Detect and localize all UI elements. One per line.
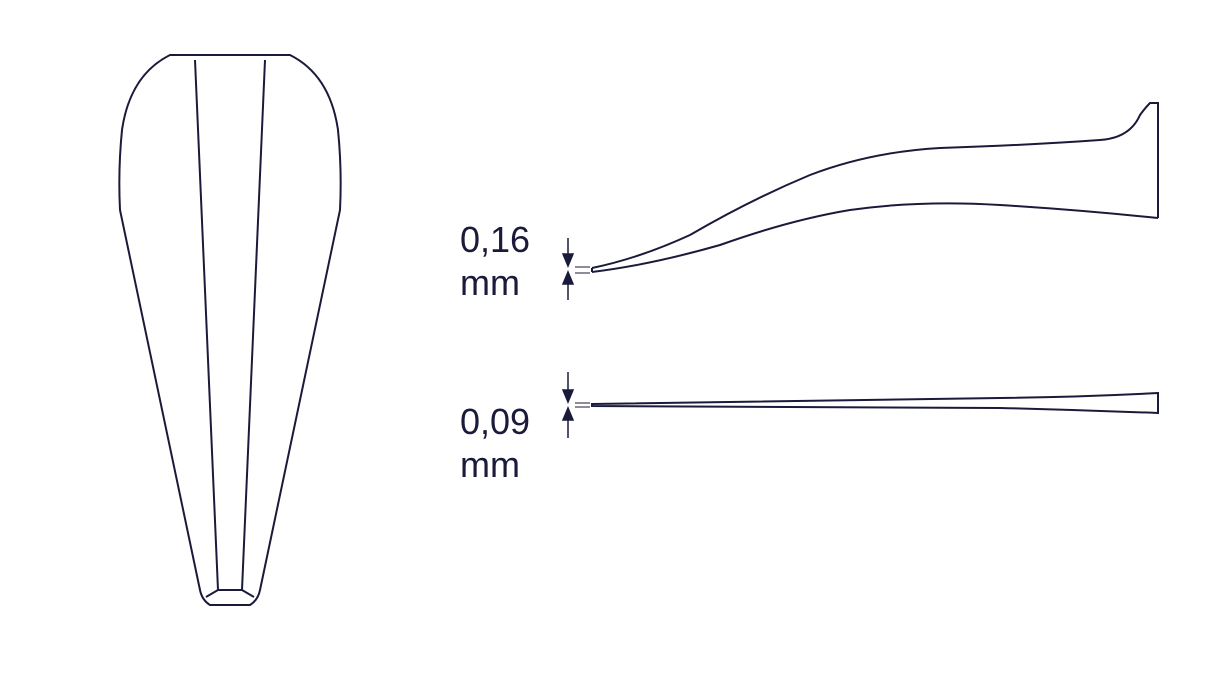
dimension-value-1: 0,16 bbox=[460, 218, 530, 261]
dimension-arrow-2 bbox=[0, 0, 1208, 680]
dimension-unit-2: mm bbox=[460, 443, 530, 486]
dimension-label-1: 0,16 mm bbox=[460, 218, 530, 304]
dimension-value-2: 0,09 bbox=[460, 400, 530, 443]
dimension-label-2: 0,09 mm bbox=[460, 400, 530, 486]
dimension-unit-1: mm bbox=[460, 261, 530, 304]
technical-diagram: 0,16 mm 0,09 mm bbox=[0, 0, 1208, 680]
